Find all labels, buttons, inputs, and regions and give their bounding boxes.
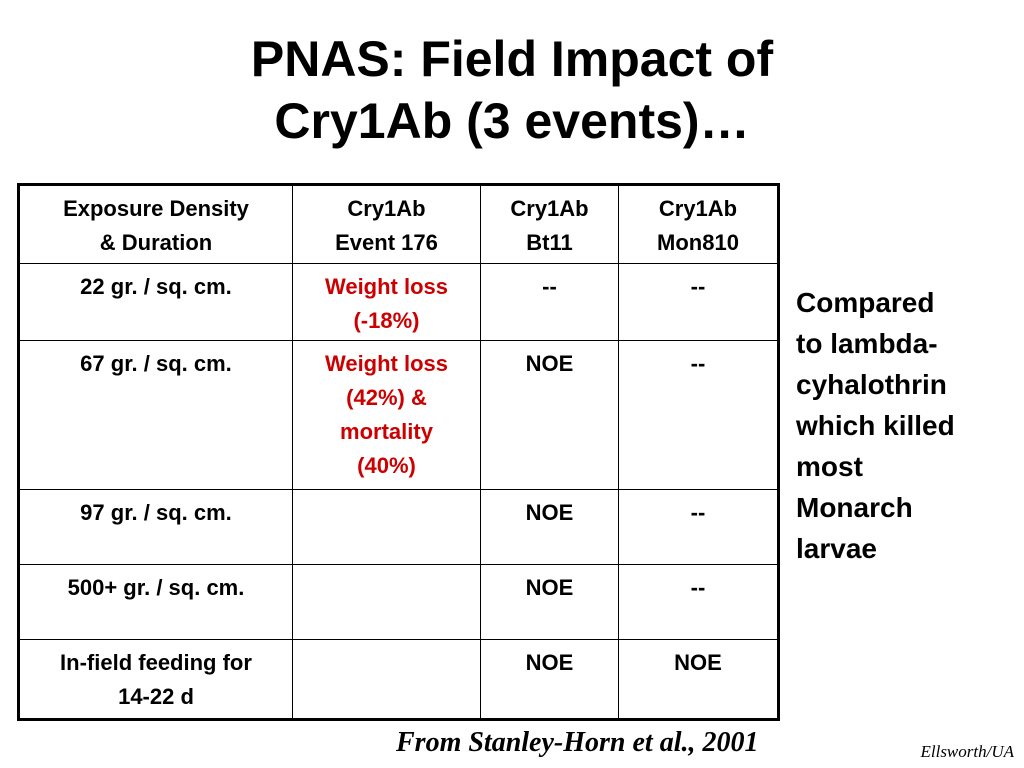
results-table: Exposure Density & Duration Cry1Ab Event…	[17, 183, 780, 721]
table-row: In-field feeding for 14-22 d NOE NOE	[18, 639, 779, 720]
cell-exposure: 97 gr. / sq. cm.	[18, 489, 293, 565]
header-mon810: Cry1Ab Mon810	[618, 184, 779, 264]
cell-event176	[292, 639, 481, 720]
cell-mon810: --	[618, 340, 779, 490]
table-row: 97 gr. / sq. cm. NOE --	[18, 489, 779, 565]
author-credit: Ellsworth/UA	[920, 742, 1014, 761]
cell-event176: Weight loss (-18%)	[292, 263, 481, 341]
side-note: Compared to lambda- cyhalothrin which ki…	[796, 287, 955, 564]
cell-bt11: NOE	[480, 340, 619, 490]
slide-title-line-2: Cry1Ab (3 events)…	[274, 93, 750, 149]
cell-event176: Weight loss (42%) & mortality (40%)	[292, 340, 481, 490]
slide-title: PNAS: Field Impact of Cry1Ab (3 events)…	[0, 28, 1024, 152]
cell-mon810: --	[618, 564, 779, 640]
cell-bt11: NOE	[480, 489, 619, 565]
cell-exposure: 500+ gr. / sq. cm.	[18, 564, 293, 640]
cell-event176	[292, 564, 481, 640]
cell-mon810: --	[618, 263, 779, 341]
header-bt11: Cry1Ab Bt11	[480, 184, 619, 264]
table-row: 500+ gr. / sq. cm. NOE --	[18, 564, 779, 640]
cell-bt11: NOE	[480, 564, 619, 640]
table-header-row: Exposure Density & Duration Cry1Ab Event…	[18, 184, 779, 264]
cell-bt11: --	[480, 263, 619, 341]
cell-exposure: 67 gr. / sq. cm.	[18, 340, 293, 490]
header-exposure: Exposure Density & Duration	[18, 184, 293, 264]
cell-exposure: In-field feeding for 14-22 d	[18, 639, 293, 720]
cell-event176	[292, 489, 481, 565]
table-row: 22 gr. / sq. cm. Weight loss (-18%) -- -…	[18, 263, 779, 341]
slide-title-line-1: PNAS: Field Impact of	[250, 31, 774, 87]
cell-mon810: NOE	[618, 639, 779, 720]
cell-bt11: NOE	[480, 639, 619, 720]
source-citation: From Stanley-Horn et al., 2001	[396, 727, 759, 758]
header-event176: Cry1Ab Event 176	[292, 184, 481, 264]
table-row: 67 gr. / sq. cm. Weight loss (42%) & mor…	[18, 340, 779, 490]
cell-mon810: --	[618, 489, 779, 565]
cell-exposure: 22 gr. / sq. cm.	[18, 263, 293, 341]
